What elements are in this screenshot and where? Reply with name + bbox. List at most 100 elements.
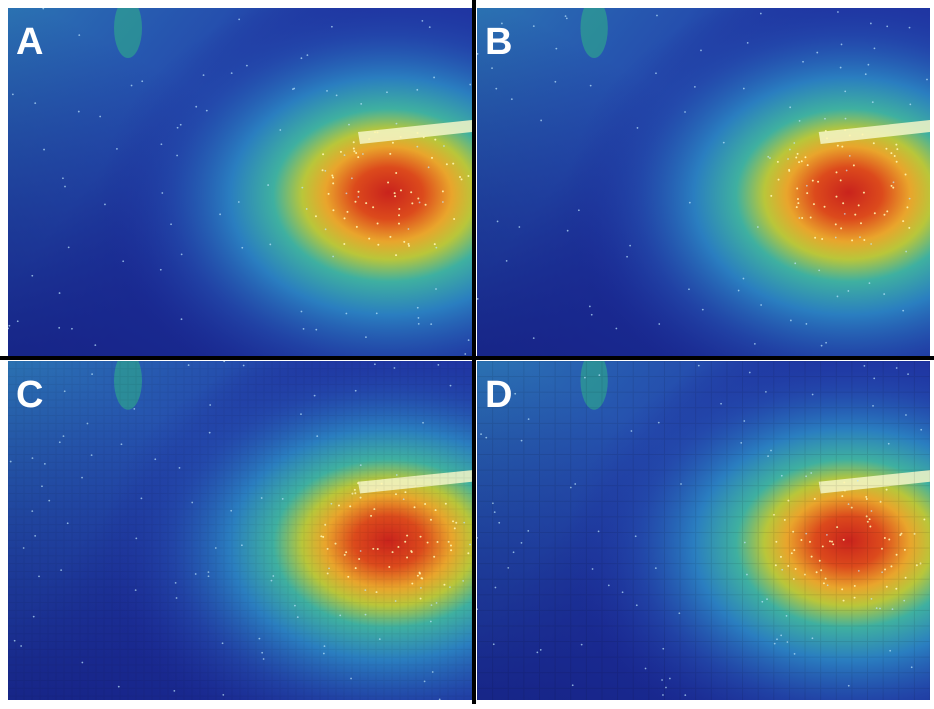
speckle <box>812 180 814 182</box>
speckle <box>511 98 513 100</box>
speckle <box>435 288 437 290</box>
speckle <box>374 131 376 133</box>
speckle <box>395 172 397 174</box>
heatmap-panel <box>476 351 930 700</box>
speckle <box>160 143 162 145</box>
speckle <box>433 77 435 79</box>
speckle <box>434 243 436 245</box>
speckle <box>469 84 471 86</box>
speckle <box>161 192 163 194</box>
speckle <box>874 47 876 49</box>
speckle <box>389 236 391 238</box>
speckle <box>170 223 172 225</box>
speckle <box>540 120 542 122</box>
speckle <box>909 27 911 29</box>
speckle <box>656 15 658 17</box>
speckle <box>801 217 803 219</box>
speckle <box>688 288 690 290</box>
speckle <box>59 292 61 294</box>
speckle <box>68 246 70 248</box>
speckle <box>841 44 843 46</box>
speckle <box>423 136 425 138</box>
speckle <box>905 251 907 253</box>
page: ABCD (() => { const data = JSON.parse(do… <box>0 0 934 704</box>
speckle <box>842 202 844 204</box>
speckle <box>865 73 867 75</box>
speckle <box>905 173 907 175</box>
speckle <box>446 163 448 165</box>
speckle <box>778 179 780 181</box>
speckle <box>354 201 356 203</box>
speckle <box>694 86 696 88</box>
speckle <box>417 307 419 309</box>
speckle <box>835 223 837 225</box>
speckle <box>870 243 872 245</box>
speckle <box>895 144 897 146</box>
speckle <box>429 26 431 28</box>
speckle <box>554 81 556 83</box>
speckle <box>116 148 118 150</box>
speckle <box>810 217 812 219</box>
speckle <box>629 245 631 247</box>
speckle <box>590 85 592 87</box>
speckle <box>206 110 208 112</box>
speckle <box>443 145 445 147</box>
speckle <box>860 222 862 224</box>
speckle <box>398 214 400 216</box>
speckle <box>408 243 410 245</box>
speckle <box>853 164 855 166</box>
speckle <box>442 201 444 203</box>
speckle <box>491 67 493 69</box>
speckle <box>506 260 508 262</box>
speckle <box>365 202 367 204</box>
speckle <box>428 166 430 168</box>
speckle <box>684 111 686 113</box>
speckle <box>410 191 412 193</box>
speckle <box>328 193 330 195</box>
speckle <box>700 50 702 52</box>
speckle <box>246 65 248 67</box>
heatmap-panel <box>477 0 930 356</box>
speckle <box>813 203 815 205</box>
divider-horizontal <box>0 356 934 360</box>
speckle <box>885 148 887 150</box>
panel-label: D <box>485 374 512 416</box>
speckle <box>431 157 433 159</box>
speckle <box>396 123 398 125</box>
speckle <box>814 237 816 239</box>
speckle <box>863 239 865 241</box>
speckle <box>767 156 769 158</box>
speckle <box>794 262 796 264</box>
speckle <box>434 139 436 141</box>
speckle <box>689 202 691 204</box>
speckle <box>219 213 221 215</box>
speckle <box>435 247 437 249</box>
speckle <box>180 124 182 126</box>
speckle <box>398 208 400 210</box>
speckle <box>790 320 792 322</box>
speckle <box>78 111 80 113</box>
speckle <box>909 198 911 200</box>
speckle <box>104 204 106 206</box>
speckle <box>332 176 334 178</box>
speckle <box>796 206 798 208</box>
speckle <box>565 15 567 17</box>
speckle <box>893 181 895 183</box>
speckle <box>626 256 628 258</box>
speckle <box>844 90 846 92</box>
speckle <box>495 88 497 90</box>
speckle <box>324 170 326 172</box>
speckle <box>533 337 535 339</box>
speckle <box>497 221 499 223</box>
speckle <box>863 192 865 194</box>
speckle <box>360 103 362 105</box>
speckle <box>854 214 856 216</box>
speckle <box>909 104 911 106</box>
speckle <box>31 275 33 277</box>
speckle <box>419 202 421 204</box>
speckle <box>883 293 885 295</box>
speckle <box>392 142 394 144</box>
speckle <box>859 236 861 238</box>
speckle <box>743 278 745 280</box>
speckle <box>99 116 101 118</box>
